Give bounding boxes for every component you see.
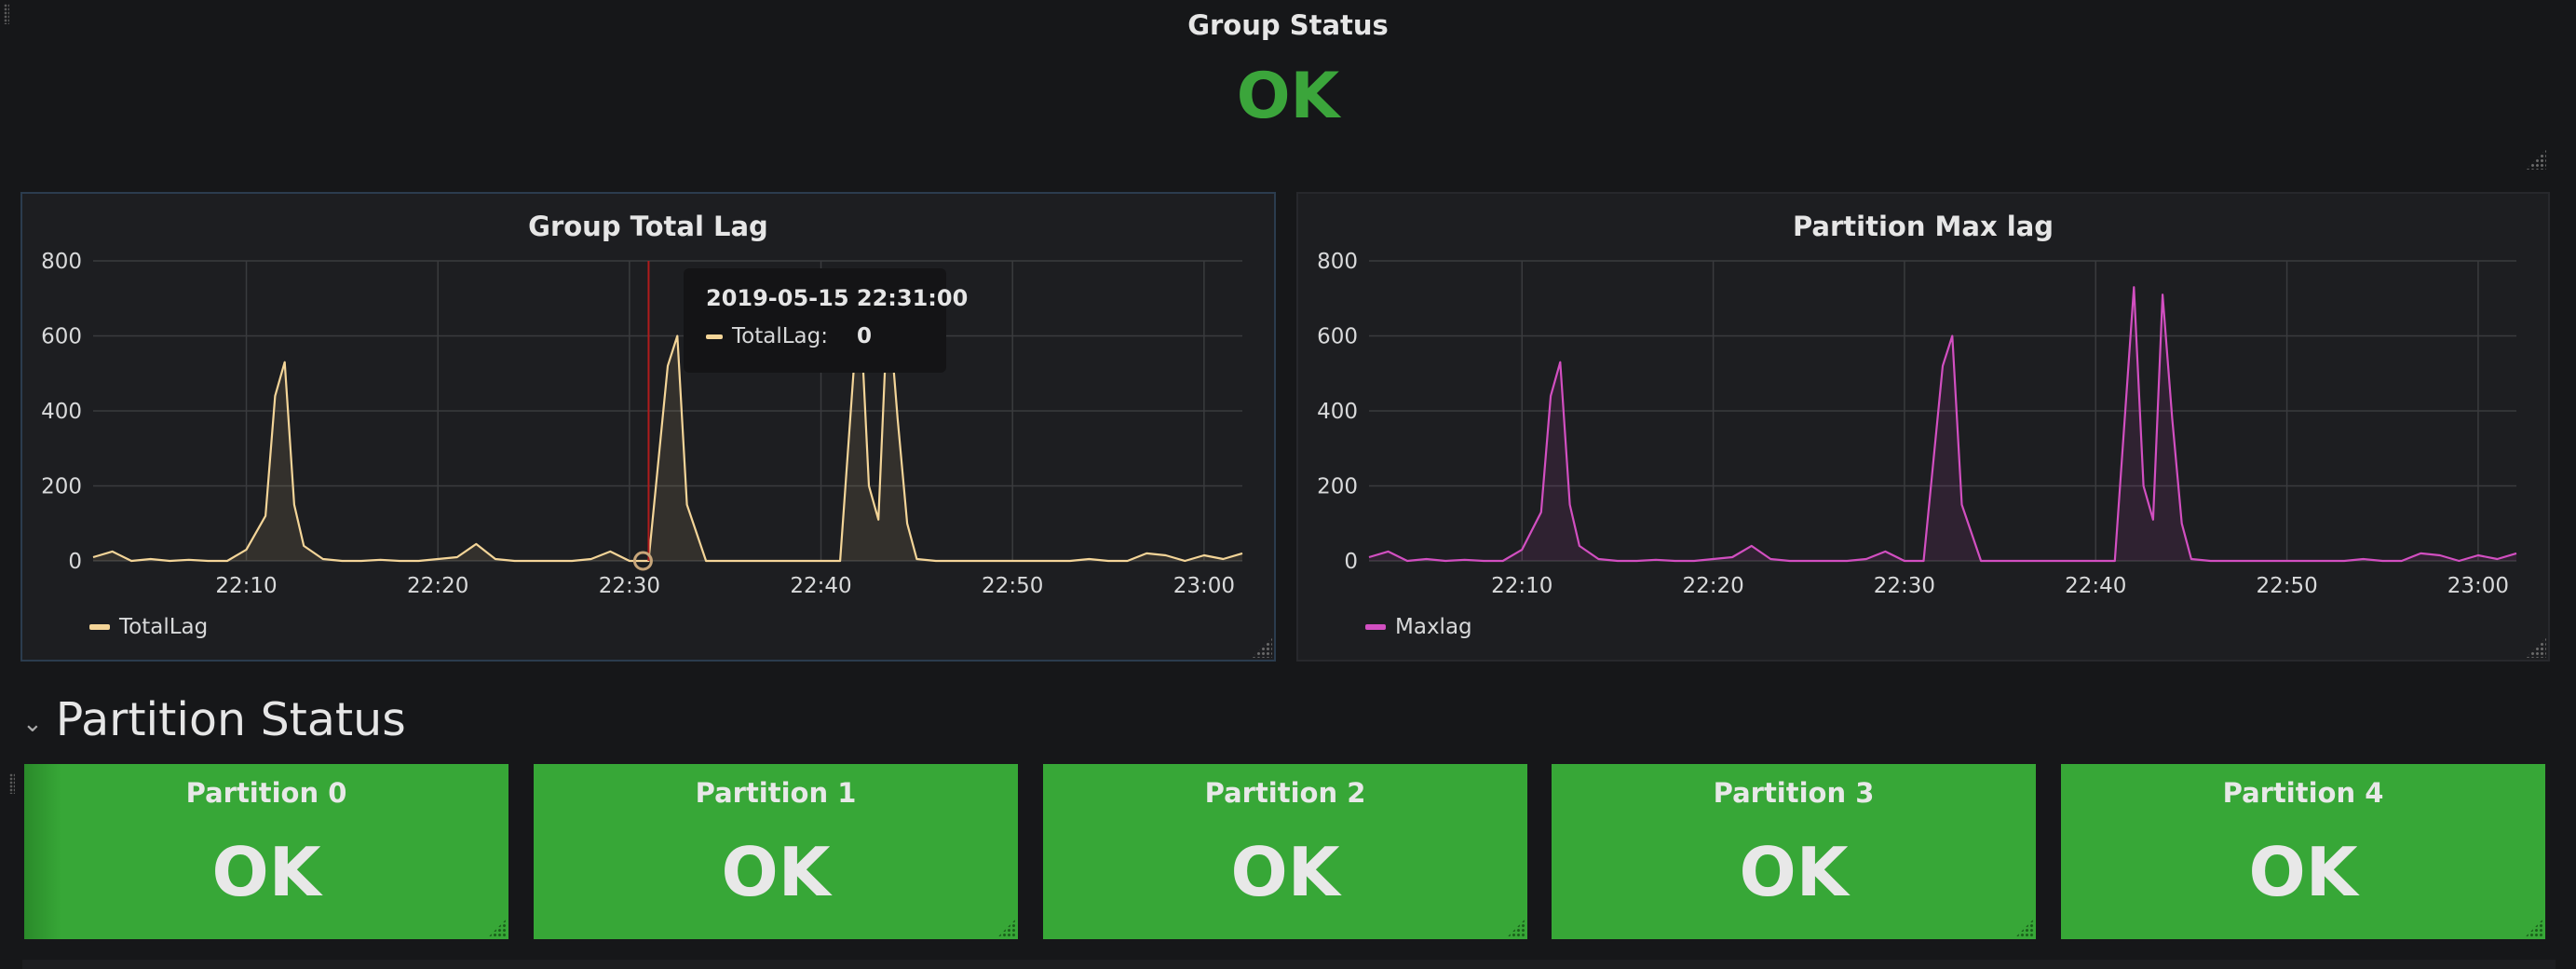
y-tick-label: 600 — [1317, 325, 1358, 349]
drag-handle[interactable] — [9, 773, 15, 794]
graph-tooltip: 2019-05-15 22:31:00 TotalLag: 0 — [684, 268, 968, 373]
legend-item-maxlag[interactable]: Maxlag — [1365, 615, 1472, 639]
group-total-lag-chart[interactable]: 0 200 400 600 800 22:10 22:20 22:30 22:40 22:50 23… — [22, 194, 1278, 663]
drag-handle[interactable] — [4, 4, 9, 24]
y-tick-label: 200 — [41, 475, 82, 499]
stat-title: Partition 2 — [1204, 777, 1366, 809]
legend-item-totallag[interactable]: TotalLag — [89, 615, 208, 639]
resize-handle-icon[interactable] — [2526, 149, 2546, 170]
legend-swatch — [89, 624, 110, 630]
group-status-value: OK — [1236, 60, 1340, 133]
stat-value: OK — [1230, 833, 1340, 911]
stat-partition-1[interactable]: Partition 1 OK — [534, 764, 1018, 939]
x-tick-label: 23:00 — [1173, 574, 1235, 598]
x-tick-label: 22:30 — [1874, 574, 1935, 598]
stat-title: Partition 1 — [695, 777, 857, 809]
x-tick-label: 22:20 — [1682, 574, 1743, 598]
stat-partition-4[interactable]: Partition 4 OK — [2061, 764, 2545, 939]
resize-handle-icon[interactable] — [488, 919, 507, 937]
next-row-edge — [22, 960, 2556, 969]
panel-title: Group Total Lag — [528, 211, 768, 242]
legend-label: TotalLag — [119, 615, 209, 639]
stat-value: OK — [211, 833, 321, 911]
stat-title: Partition 3 — [1713, 777, 1875, 809]
series-area — [1369, 287, 2516, 561]
series-line — [92, 290, 1243, 563]
y-tick-label: 200 — [1317, 475, 1358, 499]
x-tick-label: 22:30 — [599, 574, 660, 598]
tooltip-time: 2019-05-15 22:31:00 — [706, 285, 969, 311]
x-tick-label: 22:40 — [790, 574, 851, 598]
y-tick-label: 0 — [68, 550, 82, 574]
series-line — [1368, 286, 2517, 563]
legend-swatch — [1365, 624, 1386, 630]
stat-value: OK — [2248, 833, 2358, 911]
row-header-partition-status[interactable]: ⌄ Partition Status — [22, 693, 406, 746]
group-status-title: Group Status — [1187, 9, 1389, 41]
stat-value: OK — [1739, 833, 1849, 911]
hover-point-marker — [632, 551, 653, 571]
tooltip-series-label: TotalLag: — [732, 324, 828, 348]
stat-value: OK — [721, 833, 831, 911]
panel-title: Partition Max lag — [1792, 211, 2054, 242]
x-tick-label: 22:50 — [982, 574, 1043, 598]
stat-partition-3[interactable]: Partition 3 OK — [1552, 764, 2036, 939]
partition-max-lag-chart[interactable]: 0 200 400 600 800 22:10 22:20 22:30 22:40 22:50 23… — [1298, 194, 2552, 663]
resize-handle-icon[interactable] — [2525, 919, 2543, 937]
tooltip-value: 0 — [857, 324, 873, 348]
y-tick-label: 800 — [1317, 250, 1358, 274]
resize-handle-icon[interactable] — [2015, 919, 2034, 937]
series-area — [93, 291, 1242, 561]
x-tick-label: 22:10 — [215, 574, 277, 598]
row-title: Partition Status — [55, 693, 406, 746]
x-tick-label: 22:20 — [407, 574, 468, 598]
tooltip-series: TotalLag: — [706, 324, 828, 348]
stat-partition-0[interactable]: Partition 0 OK — [24, 764, 508, 939]
y-tick-label: 400 — [1317, 400, 1358, 424]
stat-title: Partition 4 — [2222, 777, 2384, 809]
y-tick-label: 0 — [1344, 550, 1358, 574]
y-tick-label: 800 — [41, 250, 82, 274]
x-tick-label: 22:50 — [2256, 574, 2317, 598]
y-tick-label: 400 — [41, 400, 82, 424]
resize-handle-icon[interactable] — [997, 919, 1016, 937]
stat-partition-2[interactable]: Partition 2 OK — [1043, 764, 1527, 939]
y-tick-label: 600 — [41, 325, 82, 349]
legend-label: Maxlag — [1395, 615, 1472, 639]
chevron-down-icon[interactable]: ⌄ — [22, 709, 43, 738]
partition-max-lag-panel[interactable]: Partition Max lag 0 200 400 600 800 22:10 22:2… — [1296, 192, 2550, 662]
resize-handle-icon[interactable] — [1507, 919, 1525, 937]
x-tick-label: 22:10 — [1491, 574, 1552, 598]
tooltip-swatch — [706, 334, 723, 339]
x-tick-label: 22:40 — [2065, 574, 2126, 598]
stat-title: Partition 0 — [185, 777, 347, 809]
x-tick-label: 23:00 — [2447, 574, 2509, 598]
group-total-lag-panel[interactable]: Group Total Lag 0 200 400 600 800 22:10 22:20 2… — [20, 192, 1276, 662]
